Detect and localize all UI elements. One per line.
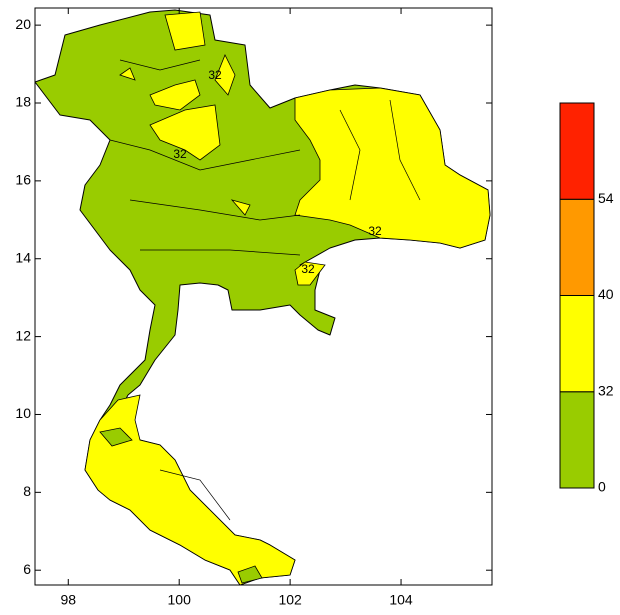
- zone-blob: [149, 104, 221, 161]
- axes: 98 100 102 104 6 8 10 12 14 16 18 20 32 32 32 32: [15, 8, 492, 608]
- zone-blob: [230, 199, 251, 216]
- zone-northeast: [294, 87, 491, 249]
- zone-blob: [214, 54, 236, 96]
- y-tick-label: 18: [15, 94, 31, 110]
- contour-label: 32: [173, 147, 187, 161]
- zone-patch: [237, 565, 263, 584]
- heat-zones: [84, 11, 491, 586]
- y-tick-label: 12: [15, 327, 31, 343]
- zone-blob: [164, 11, 206, 51]
- zone-blob: [149, 79, 201, 111]
- zone-blob: [119, 67, 136, 81]
- zone-blob: [294, 261, 326, 286]
- x-tick-label: 102: [278, 592, 302, 608]
- border: [109, 59, 421, 521]
- colorbar-label: 32: [598, 382, 614, 398]
- y-tick-label: 8: [23, 483, 31, 499]
- x-tick-label: 100: [168, 592, 192, 608]
- land: [34, 9, 491, 586]
- colorbar: 0 32 40 54: [559, 102, 614, 495]
- x-tick-label: 104: [389, 592, 413, 608]
- zone-south: [84, 394, 296, 586]
- colorbar-box: [559, 295, 595, 393]
- y-tick-label: 20: [15, 16, 31, 32]
- y-tick-label: 10: [15, 405, 31, 421]
- colorbar-box: [559, 102, 595, 200]
- colorbar-box: [559, 198, 595, 296]
- x-tick-label: 98: [60, 592, 76, 608]
- green-patches: [99, 427, 263, 584]
- y-tick-label: 16: [15, 172, 31, 188]
- colorbar-box: [559, 391, 595, 489]
- zone-patch: [99, 427, 133, 447]
- contour-label: 32: [208, 68, 222, 82]
- country-shape: [34, 9, 491, 586]
- contour-label: 32: [301, 262, 315, 276]
- y-tick-label: 14: [15, 249, 31, 265]
- y-tick-label: 6: [23, 561, 31, 577]
- colorbar-label: 54: [598, 190, 614, 206]
- contour-label: 32: [368, 224, 382, 238]
- plot-frame: [34, 7, 493, 586]
- colorbar-label: 40: [598, 286, 614, 302]
- province-borders: [109, 59, 421, 521]
- colorbar-label: 0: [598, 479, 606, 495]
